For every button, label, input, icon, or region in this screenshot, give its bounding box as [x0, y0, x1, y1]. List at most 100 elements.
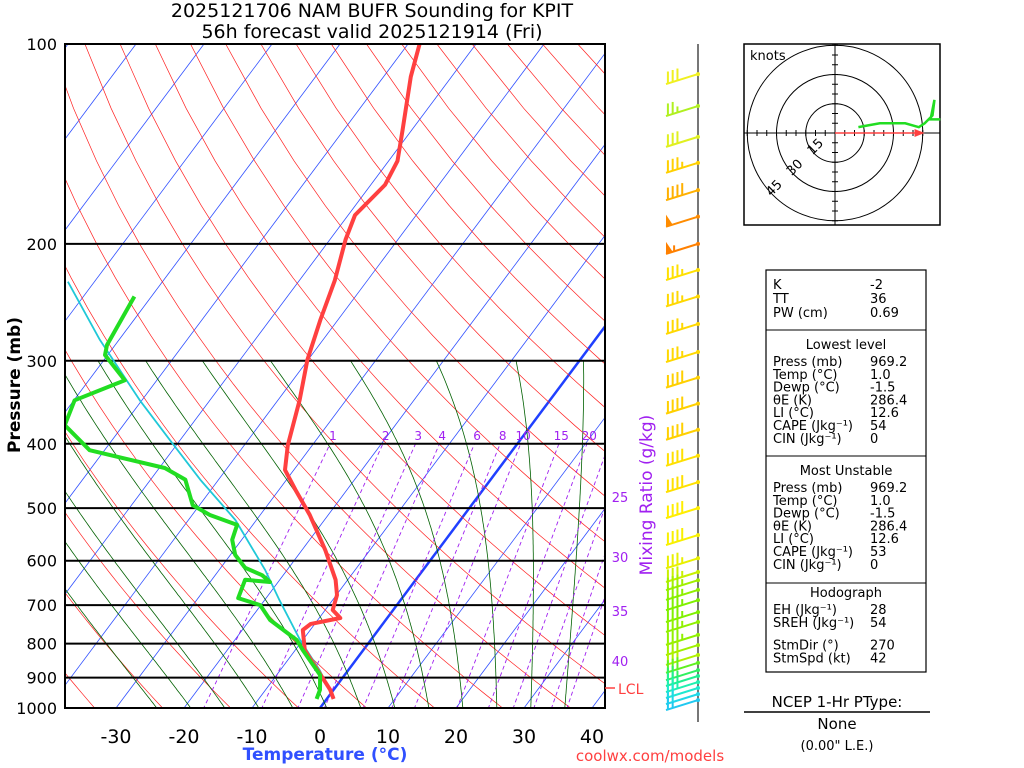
wind-barb [665, 501, 700, 520]
stat-label: CAPE (Jkg⁻¹) [773, 545, 853, 560]
mixing-ratio-axis-label: Mixing Ratio (g/kg) [637, 415, 657, 576]
moist-adiabat-line [65, 588, 158, 708]
dry-adiabat-line [65, 672, 96, 708]
stat-label: Temp (°C) [772, 494, 838, 509]
pressure-tick-label: 100 [26, 35, 57, 54]
stat-value: 1.0 [870, 494, 891, 509]
profiles [65, 44, 422, 700]
moist-adiabat-line [515, 360, 534, 708]
temperature-tick-label: 30 [512, 726, 536, 748]
stats-frame [765, 269, 927, 673]
stat-label: K [773, 278, 782, 293]
wind-barb [665, 264, 700, 282]
dry-adiabat-line [65, 511, 232, 708]
pressure-tick-label: 900 [26, 669, 57, 688]
stats-section-title: Most Unstable [800, 464, 893, 479]
wind-barb [665, 290, 700, 308]
moist-adiabat-line [270, 360, 430, 708]
mixing-ratio-label: 15 [554, 429, 569, 443]
mixing-ratio-label: 35 [612, 605, 629, 620]
dry-adiabat-line [154, 44, 605, 589]
wind-barb [665, 346, 700, 363]
wind-barb [665, 639, 700, 657]
isotherm-line [318, 324, 605, 708]
wind-barb [665, 214, 700, 228]
moist-adiabat-line [202, 360, 396, 708]
isotherm-line [65, 44, 477, 595]
stat-value: 969.2 [870, 355, 907, 370]
wind-barb [665, 422, 700, 441]
y-axis-label: Pressure (mb) [5, 317, 25, 453]
isotherm-line [115, 52, 605, 708]
wind-barb [665, 584, 700, 601]
wind-barb [665, 318, 700, 335]
isotherm-line [65, 44, 205, 231]
isotherm-line [65, 44, 341, 413]
mixing-ratio-line [362, 443, 475, 708]
mixing-ratio-line [533, 506, 605, 708]
stat-value: 270 [870, 639, 895, 654]
credit-link[interactable]: coolwx.com/models [576, 747, 724, 765]
wind-barb [665, 475, 700, 494]
stat-label: Temp (°C) [772, 368, 838, 383]
isotherm-line [183, 143, 605, 708]
mixing-ratio-label: 1 [329, 429, 337, 443]
wind-barb [665, 101, 700, 117]
mixing-ratio-line [323, 443, 440, 708]
title-line-1: 2025121706 NAM BUFR Sounding for KPIT [171, 0, 574, 22]
temperature-tick-label: 40 [580, 726, 604, 748]
isotherm-line [251, 234, 605, 708]
mixing-ratio-line [566, 595, 605, 708]
moist-adiabat-line [65, 435, 260, 708]
mixing-ratio-line [512, 453, 605, 708]
stat-label: Press (mb) [773, 355, 842, 370]
dry-adiabat-line [119, 44, 605, 636]
dry-adiabat-line [65, 84, 572, 708]
stats-section-title: Hodograph [810, 586, 882, 601]
moist-adiabat-line [145, 360, 362, 708]
stat-value: 54 [870, 419, 887, 434]
dry-adiabat-line [225, 44, 605, 497]
stat-value: 12.6 [870, 532, 899, 547]
moist-adiabat-line [564, 360, 585, 708]
stat-label: LI (°C) [773, 406, 814, 421]
wind-barb [665, 157, 700, 174]
dry-adiabat-line [366, 44, 605, 322]
wind-barb [665, 241, 700, 255]
stat-label: EH (Jkg⁻¹) [773, 603, 837, 618]
dry-adiabat-line [65, 431, 300, 708]
moist-adiabat-line [65, 540, 192, 708]
stat-label: StmSpd (kt) [773, 651, 851, 666]
stat-value: -2 [870, 278, 883, 293]
mixing-ratio-label: 4 [438, 429, 446, 443]
lcl-label: LCL [618, 682, 644, 698]
isotherm-line [387, 416, 605, 708]
isotherm-line [455, 507, 605, 708]
hodograph-units: knots [750, 49, 786, 64]
dry-adiabat-line [65, 349, 368, 708]
wind-barb [665, 528, 700, 547]
stat-value: 0 [870, 558, 878, 573]
moist-adiabat-line [65, 373, 294, 708]
stat-value: 286.4 [870, 393, 907, 408]
stat-label: CIN (Jkg⁻¹) [773, 558, 842, 573]
temperature-tick-label: 0 [314, 726, 326, 748]
wind-barb [665, 131, 700, 148]
pressure-tick-label: 200 [26, 235, 57, 254]
isotherm-line [523, 598, 605, 708]
wind-barb [665, 448, 700, 467]
moist-adiabat-line [350, 360, 464, 708]
wind-barb [665, 552, 700, 570]
stat-label: PW (cm) [773, 306, 828, 321]
dry-adiabat-line [190, 44, 605, 543]
stat-label: CAPE (Jkg⁻¹) [773, 419, 853, 434]
dewpoint-profile-line [65, 295, 323, 700]
stat-label: θE (K) [773, 393, 812, 408]
temperature-tick-label: -20 [168, 726, 199, 748]
background-lines [65, 44, 605, 708]
stat-value: 12.6 [870, 406, 899, 421]
moist-adiabat-line [97, 360, 328, 708]
mixing-ratio-line [261, 443, 384, 708]
stat-label: Dewp (°C) [773, 381, 840, 396]
